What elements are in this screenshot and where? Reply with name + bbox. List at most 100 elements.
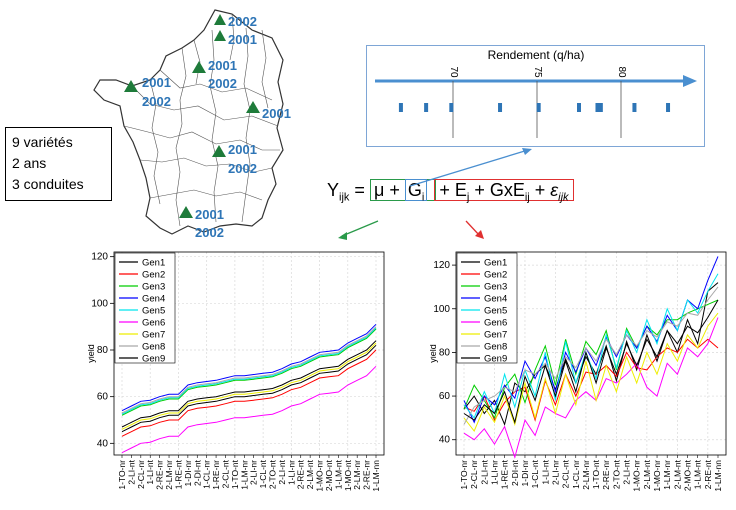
x-tick-label: 1-LI-nt [540, 459, 550, 484]
x-tick-label: 2-LM-nt [642, 459, 652, 489]
legend-label: Gen9 [484, 354, 507, 365]
site-year-label: 2001 [208, 58, 237, 73]
site-year-label: 2001 [262, 106, 291, 121]
eq-g-sub: i [421, 191, 425, 204]
eq-g: G [407, 180, 422, 200]
y-axis-label: yield [88, 344, 96, 363]
legend-label: Gen2 [484, 270, 507, 281]
x-tick-label: 1-TO-nr [459, 460, 469, 490]
x-tick-label: 1-LM-nr [662, 460, 672, 490]
x-tick-label: 1-MO-nr [652, 460, 662, 492]
eq-e-sub: j [466, 191, 470, 204]
plot-frame [113, 251, 385, 456]
legend-label: Gen4 [142, 294, 165, 305]
site-4: 2001 [246, 101, 291, 121]
y-tick-label: 120 [433, 260, 450, 271]
arrow-head-icon [522, 148, 532, 155]
x-tick-label: 2-CL-nr [469, 460, 479, 489]
x-tick-label: 1-LI-nr [286, 460, 296, 485]
x-tick-label: 2-LM-nr [164, 460, 174, 490]
y-tick-label: 120 [91, 252, 108, 263]
site-marker-icon [179, 206, 193, 218]
series-line-gen6 [121, 365, 377, 454]
eq-mu-g-box: μ + Gi [369, 179, 437, 204]
series-line-gen5 [463, 273, 719, 419]
eq-y-sub: ijk [339, 191, 350, 204]
france-outline [93, 9, 284, 235]
series-line-gen9 [121, 344, 377, 433]
rendement-mark [577, 103, 581, 112]
site-year-label: 2002 [208, 76, 237, 91]
series-line-gen4 [121, 323, 377, 412]
rendement-mark [498, 103, 503, 112]
site-marker-icon [212, 145, 226, 157]
y-tick-label: 60 [439, 391, 451, 402]
x-tick-label: 1-TO-nt [230, 459, 240, 489]
info-varieties: 9 variétés [12, 134, 73, 150]
legend-label: Gen7 [142, 330, 165, 341]
x-tick-label: 1-LM-nn [371, 460, 381, 492]
x-tick-label: 1-DI-nr [520, 460, 530, 487]
model-equation: Yijk = μ + Gi + Ej + GxEij + εijk [327, 179, 574, 204]
rendement-mark [632, 103, 637, 112]
site-5: 2001 2002 [212, 142, 257, 176]
rendement-tick-label: 75 [532, 66, 543, 78]
x-tick-label: 2-CL-nt [561, 459, 571, 488]
legend-label: Gen1 [484, 258, 507, 269]
arrow-head-icon [475, 230, 484, 239]
x-tick-label: 1-LI-nr [489, 460, 499, 485]
rendement-mark [424, 103, 429, 112]
x-tick-label: 2-LI-nr [550, 460, 560, 485]
x-tick-label: 1-RE-nt [173, 459, 183, 489]
x-tick-label: 2-LI-nt [126, 459, 136, 484]
rendement-tick-label: 70 [448, 66, 459, 78]
y-tick-label: 80 [97, 345, 109, 356]
site-year-label: 2002 [228, 14, 257, 29]
y-tick-label: 40 [439, 435, 451, 446]
y-tick-label: 80 [439, 347, 451, 358]
department-borders [123, 13, 280, 227]
legend-label: Gen6 [142, 318, 165, 329]
site-marker-icon [246, 101, 260, 113]
chart-interaction: 40 60 80 100 120 yield 1-TO-nr 2-CL-nr 2-LI-nt 1-… [428, 243, 730, 510]
experiment-info-box: 9 variétés 2 ans 3 conduites [5, 127, 112, 201]
x-tick-label: 1-CL-nt [258, 459, 268, 488]
eq-equals: = [354, 180, 365, 200]
series-line-gen5 [121, 327, 377, 415]
rendement-mark [598, 103, 603, 112]
x-tick-label: 1-LM-nt [333, 459, 343, 489]
rendement-mark [449, 103, 454, 112]
plot-frame [455, 251, 727, 456]
x-tick-label: 1-LM-nt [693, 459, 703, 489]
x-tick-label: 2-LM-nt [672, 459, 682, 489]
rendement-scale-box: Rendement (q/ha) 70 75 80 [366, 45, 705, 147]
y-tick-label: 100 [91, 298, 108, 309]
site-year-label: 2001 [195, 207, 224, 222]
legend-label: Gen5 [484, 306, 507, 317]
site-marker-icon [124, 80, 138, 92]
x-tick-label: 2-DI-nt [192, 459, 202, 486]
x-tick-label: 2-LM-nr [352, 460, 362, 490]
legend-label: Gen8 [484, 342, 507, 353]
site-2: 2001 2002 [124, 75, 171, 109]
arrow-head-icon [338, 232, 347, 240]
france-map: 2002 2001 2001 2002 2001 2002 2001 2001 … [93, 9, 291, 240]
legend-label: Gen4 [484, 294, 507, 305]
legend-label: Gen2 [142, 270, 165, 281]
site-year-label: 2002 [142, 94, 171, 109]
series-line-gen8 [121, 326, 377, 414]
series-line-gen7 [463, 312, 719, 432]
x-tick-label: 2-RE-nt [703, 459, 713, 489]
series-line-gen6 [463, 317, 719, 459]
eq-eps-sub: ijk [558, 191, 569, 204]
x-tick-label: 1-CL-nr [202, 460, 212, 489]
x-tick-label: 1-LM-nn [713, 460, 723, 492]
x-tick-label: 2-MO-nt [324, 459, 334, 491]
x-tick-label: 2-TO-nt [268, 459, 278, 489]
site-year-label: 2001 [142, 75, 171, 90]
x-tick-label: 1-CL-nt [530, 459, 540, 488]
y-tick-label: 100 [433, 304, 450, 315]
x-tick-label: 2-MO-nt [683, 459, 693, 491]
x-tick-label: 2-LI-nt [277, 459, 287, 484]
x-tick-label: 2-RE-nr [155, 460, 165, 490]
